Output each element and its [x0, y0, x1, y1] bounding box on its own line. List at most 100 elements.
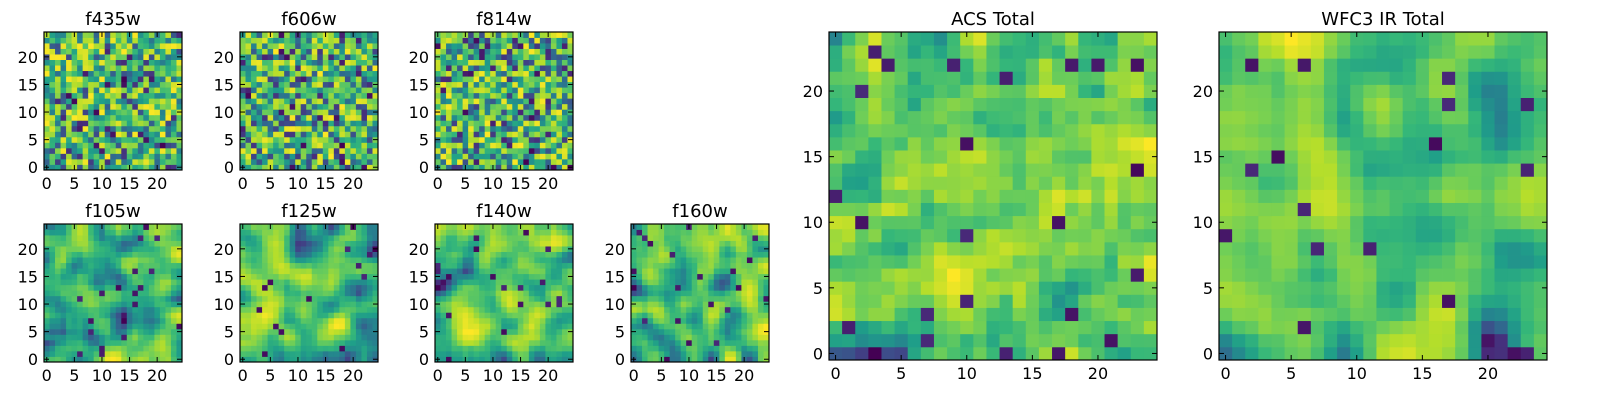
heatmap-cell [451, 290, 458, 297]
heatmap-cell [273, 268, 280, 275]
heatmap-cell [262, 48, 268, 55]
heatmap-cell [473, 273, 480, 280]
heatmap-cell [440, 350, 447, 357]
heatmap-cell [49, 290, 56, 297]
heatmap-cell [344, 306, 351, 313]
heatmap-cell [435, 339, 441, 346]
heatmap-cell [473, 246, 480, 252]
heatmap-cell [440, 142, 447, 149]
heatmap-cell [339, 54, 346, 60]
heatmap-cell [746, 224, 753, 230]
heatmap-cell [306, 356, 313, 363]
heatmap-cell [451, 98, 458, 105]
heatmap-cell [240, 334, 246, 341]
heatmap-cell [545, 279, 552, 286]
heatmap-cell [534, 356, 541, 363]
heatmap-cell [523, 32, 530, 38]
heatmap-cell [333, 136, 340, 143]
heatmap-cell [126, 147, 133, 154]
heatmap-cell [66, 295, 72, 302]
heatmap-cell [506, 312, 513, 319]
heatmap-cell [462, 235, 469, 241]
heatmap-cell [339, 48, 346, 55]
heatmap-cell [457, 251, 463, 258]
heatmap-cell [317, 356, 324, 363]
heatmap-cell [126, 103, 133, 110]
heatmap-cell [735, 257, 742, 264]
heatmap-cell [446, 98, 452, 105]
heatmap-cell [501, 114, 508, 121]
heatmap-cell [126, 81, 133, 88]
heatmap-cell [339, 98, 346, 105]
heatmap-cell [550, 114, 557, 121]
heatmap-cell [763, 345, 770, 352]
heatmap-cell [528, 48, 535, 55]
heatmap-cell [240, 323, 246, 330]
heatmap-cell [55, 290, 61, 297]
heatmap-cell [154, 92, 161, 99]
heatmap-cell [132, 37, 139, 44]
heatmap-cell [344, 158, 351, 165]
heatmap-cell [440, 301, 447, 308]
heatmap-cell [556, 125, 563, 132]
heatmap-cell [148, 279, 155, 286]
heatmap-cell [719, 350, 726, 357]
heatmap-cell [702, 334, 709, 341]
heatmap-cell [473, 345, 480, 352]
heatmap-cell [165, 48, 172, 55]
heatmap-cell [556, 43, 563, 49]
x-tick-label: 0 [42, 366, 52, 385]
heatmap-cell [77, 328, 84, 335]
heatmap-cell [88, 328, 95, 335]
heatmap-cell [528, 246, 535, 252]
heatmap-cell [567, 158, 574, 165]
heatmap-cell [165, 257, 172, 264]
heatmap-cell [366, 306, 373, 313]
heatmap-cell [752, 279, 759, 286]
heatmap-cell [702, 356, 709, 363]
heatmap-cell [479, 32, 486, 38]
heatmap-cell [658, 290, 665, 297]
heatmap-cell [556, 317, 563, 324]
x-tick-label: 20 [734, 366, 754, 385]
heatmap-cell [457, 114, 463, 121]
heatmap-cell [132, 65, 139, 72]
heatmap-cell [468, 142, 475, 149]
heatmap-cell [82, 59, 89, 66]
heatmap-cell [262, 295, 268, 302]
heatmap-cell [1091, 215, 1105, 230]
heatmap-cell [894, 228, 909, 243]
heatmap-cell [77, 54, 84, 60]
heatmap-cell [311, 273, 318, 280]
heatmap-cell [1038, 189, 1053, 203]
heatmap-cell [77, 356, 84, 363]
heatmap-cell [339, 262, 346, 269]
heatmap-cell [523, 312, 530, 319]
heatmap-cell [372, 235, 379, 241]
heatmap-cell [567, 279, 574, 286]
heatmap-cell [561, 284, 568, 291]
heatmap-cell [752, 339, 759, 346]
heatmap-cell [355, 295, 362, 302]
heatmap-cell [132, 164, 139, 171]
heatmap-cell [495, 87, 502, 94]
heatmap-cell [344, 251, 351, 258]
heatmap-cell [339, 224, 346, 230]
heatmap-cell [501, 81, 508, 88]
heatmap-cell [361, 114, 368, 121]
heatmap-cell [1130, 294, 1145, 308]
heatmap-cell [451, 240, 458, 247]
heatmap-cell [556, 240, 563, 247]
heatmap-cell [545, 92, 552, 99]
heatmap-cell [110, 70, 117, 77]
heatmap-cell [278, 54, 285, 60]
heatmap-cell [842, 294, 856, 308]
heatmap-cells [829, 32, 1158, 361]
heatmap-cell [60, 158, 67, 165]
heatmap-cell [881, 333, 895, 348]
heatmap-cell [137, 345, 144, 352]
heatmap-cell [446, 114, 452, 121]
heatmap-cell [451, 257, 458, 264]
heatmap-cell [251, 262, 257, 269]
heatmap-cell [55, 147, 61, 154]
